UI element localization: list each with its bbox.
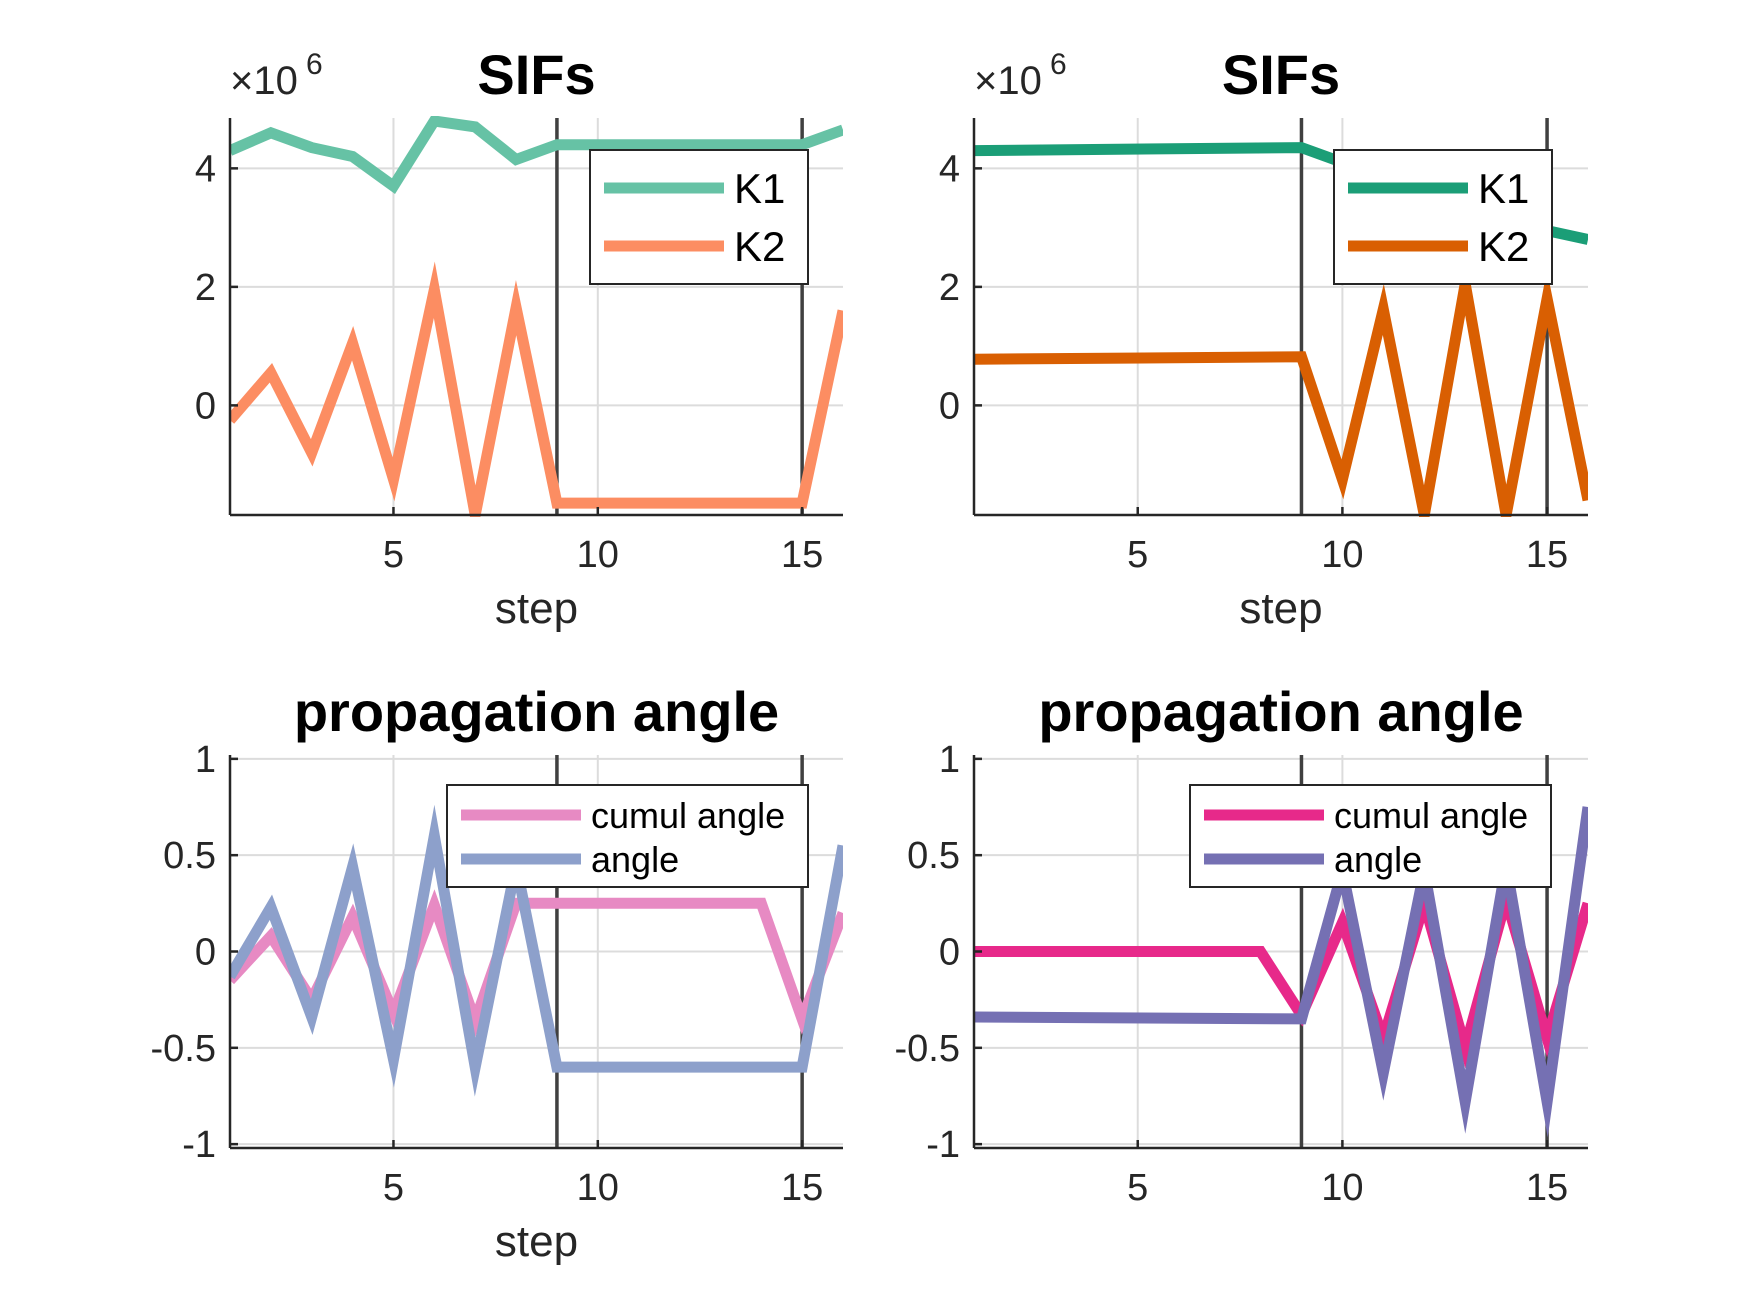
legend-label: angle bbox=[1334, 839, 1422, 880]
chart-panel-4: 5 10 15 -1 -0.5 0 0.5 1 propagation angle cumul a… bbox=[895, 680, 1588, 1209]
series-line-K2 bbox=[974, 252, 1588, 517]
legend-box bbox=[1333, 149, 1553, 285]
chart-title: propagation angle bbox=[1038, 680, 1523, 743]
y-tick-label: 0 bbox=[939, 932, 960, 974]
legend-label: K1 bbox=[1478, 165, 1529, 212]
axis-multiplier-exponent: 6 bbox=[1050, 48, 1067, 81]
x-tick-label: 5 bbox=[1127, 534, 1148, 576]
y-tick-label: 0.5 bbox=[907, 835, 960, 877]
chart-title: SIFs bbox=[1222, 43, 1340, 106]
y-tick-label: -0.5 bbox=[151, 1028, 216, 1070]
axis-multiplier-exponent: 6 bbox=[306, 48, 323, 81]
legend-label: K1 bbox=[734, 165, 785, 212]
legend-box bbox=[589, 149, 809, 285]
y-tick-label: -0.5 bbox=[895, 1028, 960, 1070]
axis-multiplier: ×10 bbox=[974, 59, 1042, 103]
y-tick-label: 1 bbox=[195, 739, 216, 781]
x-tick-label: 15 bbox=[1526, 1167, 1568, 1209]
axis-multiplier: ×10 bbox=[230, 59, 298, 103]
chart-title: propagation angle bbox=[294, 680, 779, 743]
y-tick-label: 2 bbox=[195, 267, 216, 309]
x-axis-label: step bbox=[1239, 584, 1322, 633]
legend-label: angle bbox=[591, 839, 679, 880]
x-tick-label: 15 bbox=[1526, 534, 1568, 576]
legend-box bbox=[1189, 784, 1552, 888]
legend-label: K2 bbox=[734, 223, 785, 270]
y-tick-label: 4 bbox=[939, 148, 960, 190]
plot-area bbox=[230, 804, 843, 1097]
plot-area bbox=[230, 116, 843, 517]
x-tick-label: 5 bbox=[1127, 1167, 1148, 1209]
legend-label: cumul angle bbox=[591, 795, 785, 836]
y-tick-label: 1 bbox=[939, 739, 960, 781]
legend-box bbox=[446, 784, 809, 888]
y-tick-label: 0 bbox=[939, 385, 960, 427]
series-line-angle bbox=[230, 804, 843, 1097]
x-tick-label: 10 bbox=[577, 534, 619, 576]
x-tick-label: 15 bbox=[781, 534, 823, 576]
chart-title: SIFs bbox=[477, 43, 595, 106]
series-line-K1 bbox=[230, 116, 843, 195]
chart-panel-3: 5 10 15 -1 -0.5 0 0.5 1 propagation angle step cum… bbox=[151, 680, 843, 1266]
legend-label: cumul angle bbox=[1334, 795, 1528, 836]
y-tick-label: 0.5 bbox=[163, 835, 216, 877]
y-tick-label: 4 bbox=[195, 148, 216, 190]
x-axis-label: step bbox=[495, 584, 578, 633]
y-tick-label: 2 bbox=[939, 267, 960, 309]
x-tick-label: 10 bbox=[1321, 534, 1363, 576]
x-tick-label: 10 bbox=[1321, 1167, 1363, 1209]
y-tick-label: -1 bbox=[182, 1124, 216, 1166]
x-axis-label: step bbox=[495, 1217, 578, 1266]
series-line-K2 bbox=[230, 261, 843, 517]
y-tick-label: -1 bbox=[926, 1124, 960, 1166]
y-tick-label: 0 bbox=[195, 932, 216, 974]
x-tick-label: 15 bbox=[781, 1167, 823, 1209]
legend-label: K2 bbox=[1478, 223, 1529, 270]
x-tick-label: 5 bbox=[383, 1167, 404, 1209]
x-tick-label: 10 bbox=[577, 1167, 619, 1209]
y-tick-label: 0 bbox=[195, 385, 216, 427]
x-tick-label: 5 bbox=[383, 534, 404, 576]
